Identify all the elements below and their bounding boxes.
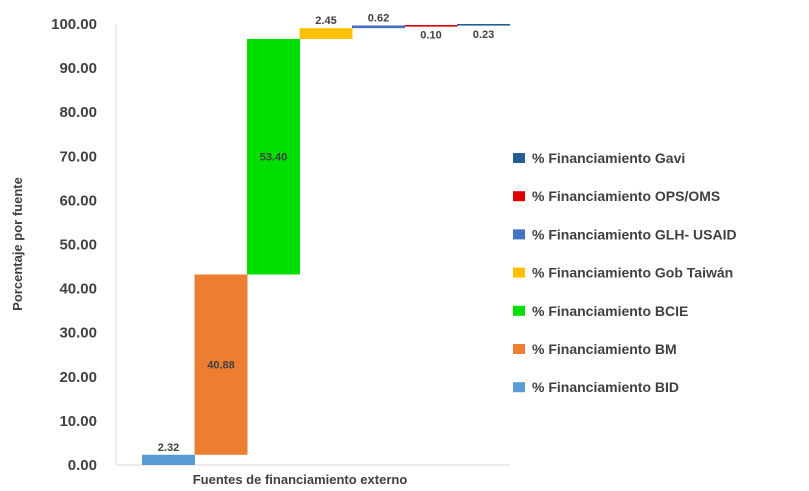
legend-swatch [513,305,525,316]
y-tick-label: 60.00 [59,192,97,209]
bar-data-label: 40.88 [207,360,235,372]
bar [142,454,195,465]
bar-data-label: 0.10 [420,29,441,41]
legend-swatch [513,191,525,202]
y-tick-label: 50.00 [59,237,97,254]
x-axis-title: Fuentes de financiamiento externo [193,472,408,486]
bar [299,28,353,39]
legend-label: % Financiamiento Gavi [532,150,685,166]
legend-label: % Financiamiento OPS/OMS [532,188,720,204]
legend: % Financiamiento Gavi % Financiamiento OP… [513,150,737,395]
bar-labels-group: 2.32 40.88 53.40 2.45 0.62 0.10 0.23 [158,12,494,453]
legend-label: % Financiamiento BID [532,379,679,395]
y-tick-label: 90.00 [59,60,97,77]
bar-data-label: 2.32 [158,442,179,454]
legend-label: % Financiamiento Gob Taiwán [532,265,733,281]
y-tick-label: 40.00 [59,281,97,298]
bar [404,25,458,27]
y-tick-label: 30.00 [59,325,97,342]
bar [194,274,248,455]
bar [247,38,300,275]
y-tick-label: 20.00 [59,369,97,386]
y-axis-title: Porcentaje por fuente [10,177,25,311]
legend-label: % Financiamiento BCIE [532,303,688,319]
legend-swatch [513,229,525,240]
bar-data-label: 53.40 [260,152,288,164]
y-tick-label: 10.00 [59,413,97,430]
legend-swatch [513,267,525,278]
y-tick-label: 0.00 [68,457,97,474]
legend-swatch [513,344,525,354]
legend-swatch [513,382,525,393]
bar [352,25,405,29]
legend-label: % Financiamiento GLH- USAID [532,226,737,242]
bars-group [142,24,510,465]
bar [457,24,510,26]
legend-swatch [513,153,525,163]
y-tick-label: 80.00 [59,104,97,121]
bar-data-label: 0.62 [368,12,389,24]
y-tick-label: 100.00 [51,16,97,33]
bar-data-label: 0.23 [473,29,494,41]
y-axis-ticks: 0.00 10.00 20.00 30.00 40.00 50.00 60.00 70.00 8… [51,16,97,474]
bar-data-label: 2.45 [315,15,336,27]
legend-label: % Financiamiento BM [532,341,677,357]
y-tick-label: 70.00 [59,148,97,165]
